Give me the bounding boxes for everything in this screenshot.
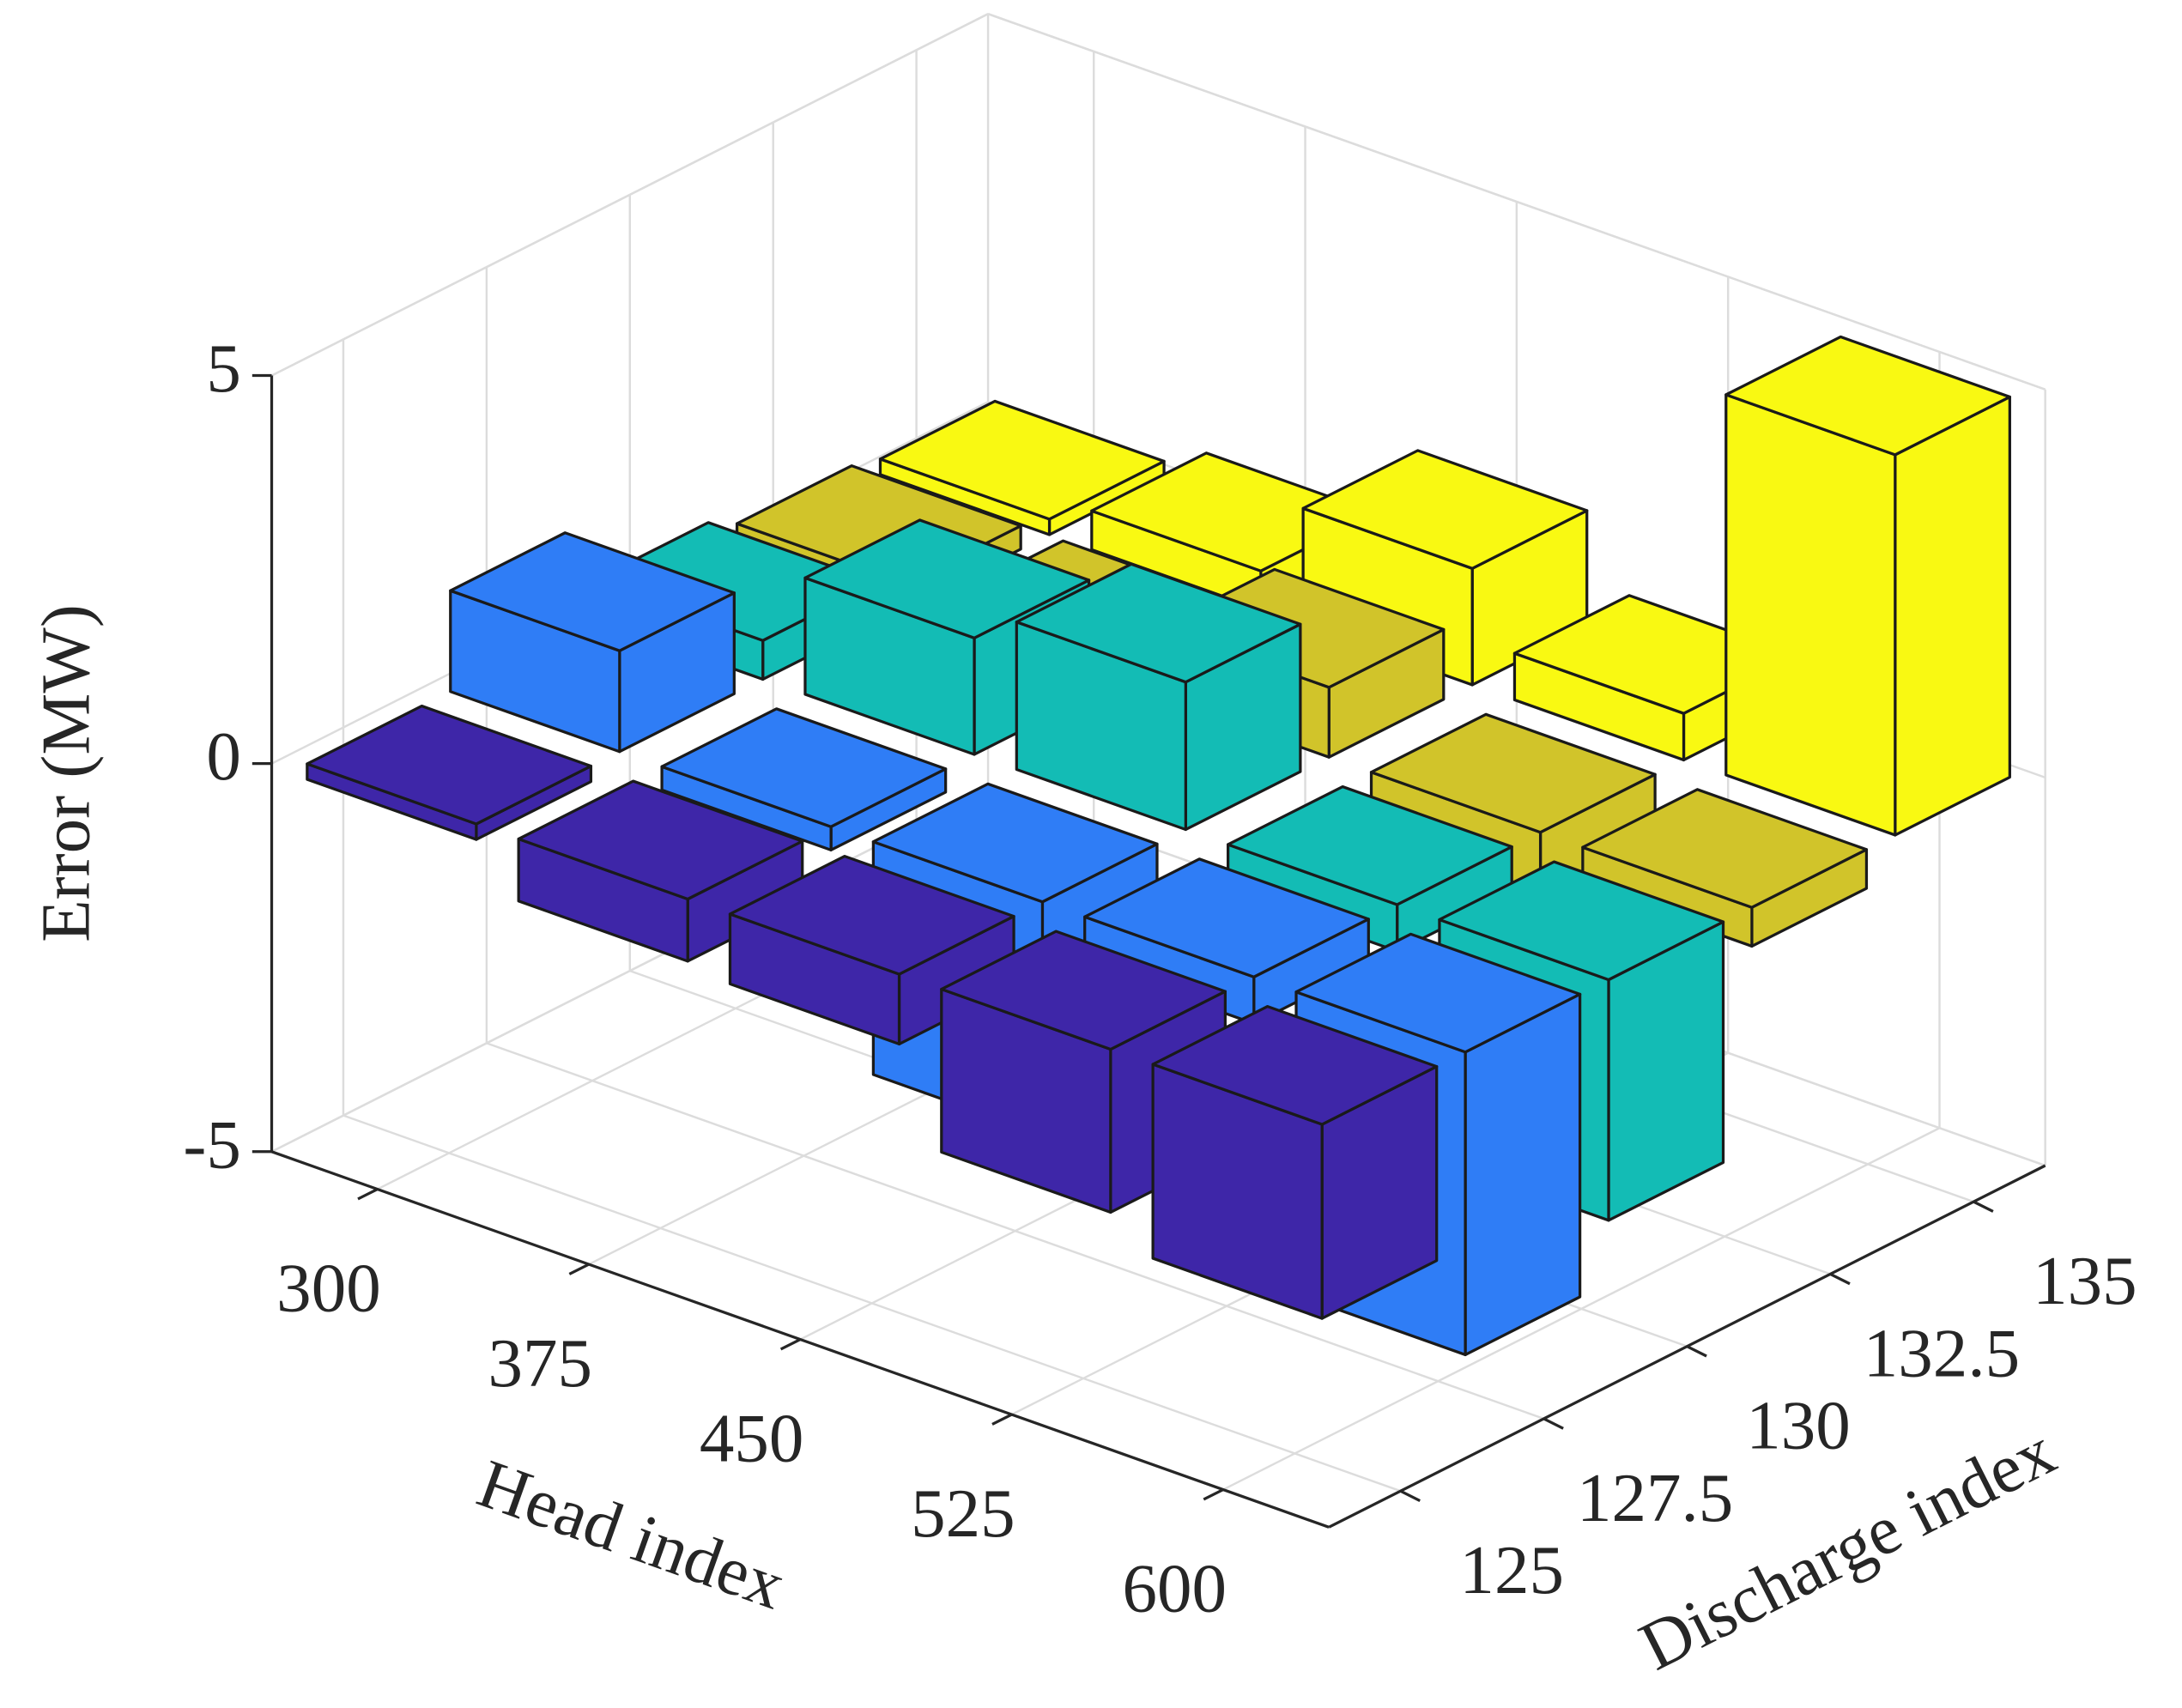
bar-face: [1369, 712, 1657, 834]
bar-face: [306, 704, 593, 826]
grid-line: [342, 1114, 1401, 1493]
bar-face: [878, 399, 1166, 521]
x-tick-label: 450: [700, 1399, 804, 1476]
bar-face: [1301, 449, 1589, 570]
x-tick-label: 375: [488, 1324, 593, 1402]
bar-face: [1724, 393, 1897, 837]
bar-face: [940, 930, 1227, 1051]
bar-face: [1227, 784, 1513, 906]
x-tick-label: 525: [911, 1475, 1015, 1552]
x-tick: [357, 1188, 379, 1201]
x-tick: [779, 1338, 802, 1351]
bar-face: [1724, 335, 2011, 457]
y-tick: [1399, 1489, 1421, 1502]
z-tick-label: -5: [183, 1105, 240, 1183]
y-tick-label: 125: [1459, 1531, 1564, 1608]
y-tick: [1829, 1272, 1851, 1286]
x-tick-label: 600: [1122, 1549, 1227, 1626]
bar-face: [1294, 932, 1582, 1054]
bar-face: [449, 531, 736, 652]
grid-line: [987, 13, 2046, 391]
y-tick: [1686, 1345, 1707, 1358]
bar-face: [1015, 562, 1302, 684]
y-tick: [1973, 1200, 1994, 1213]
bar-face: [660, 707, 948, 828]
z-tick-label: 5: [206, 330, 241, 407]
z-tick-label: 0: [206, 718, 241, 795]
bar-face: [517, 779, 804, 901]
bar-face: [1894, 395, 2011, 837]
x-tick-label: 300: [276, 1249, 381, 1326]
bar-face: [728, 854, 1015, 976]
y-tick-label: 127.5: [1577, 1459, 1733, 1536]
bar-face: [1151, 1004, 1439, 1126]
bar-face: [1581, 788, 1869, 909]
bar-face: [1083, 857, 1370, 978]
x-tick: [991, 1413, 1013, 1426]
grid-line: [270, 789, 989, 1153]
bar-face: [871, 782, 1159, 904]
bar-face: [1438, 860, 1725, 982]
y-tick: [1543, 1417, 1564, 1430]
grid-line: [270, 13, 989, 377]
x-tick: [568, 1263, 590, 1275]
grid-line: [486, 1042, 1544, 1420]
z-axis-label: Error (MW): [27, 604, 104, 942]
y-tick-label: 130: [1746, 1387, 1851, 1464]
y-tick-label: 135: [2033, 1242, 2137, 1319]
x-tick: [1203, 1488, 1224, 1501]
y-tick-label: 132.5: [1864, 1314, 2020, 1391]
bar-face: [1464, 992, 1582, 1357]
bar-face: [803, 518, 1091, 639]
